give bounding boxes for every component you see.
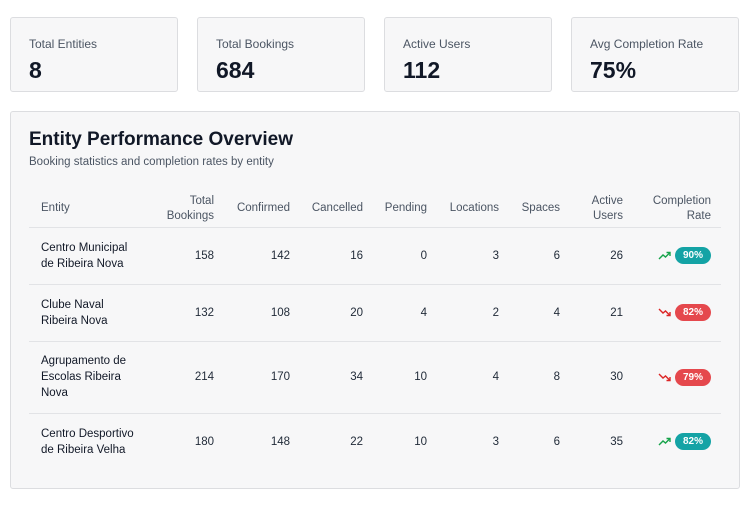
cell-spaces: 6 <box>553 249 560 262</box>
entity-performance-panel: Entity Performance Overview Booking stat… <box>10 111 740 489</box>
entity-name-line: Escolas Ribeira <box>41 371 121 383</box>
panel-subtitle: Booking statistics and completion rates … <box>29 156 274 168</box>
cell-entity: Agrupamento de Escolas Ribeira Nova <box>29 341 151 413</box>
stat-card-total-bookings: Total Bookings 684 <box>197 17 365 92</box>
cell-cancelled: 34 <box>350 371 363 383</box>
header-confirmed[interactable]: Confirmed <box>236 202 290 215</box>
cell-completion-rate: 79% <box>633 341 721 413</box>
header-line: Total <box>189 194 214 207</box>
entity-name-line: Agrupamento de <box>41 355 127 367</box>
cell-completion-rate: 82% <box>633 413 721 470</box>
cell-confirmed: 170 <box>270 371 290 383</box>
stat-label: Total Entities <box>29 37 98 51</box>
entity-name-line: Centro Municipal <box>41 241 128 254</box>
cell-active-users: 21 <box>610 306 623 319</box>
cell-active-users: 26 <box>610 249 623 262</box>
cell-spaces: 4 <box>553 306 560 319</box>
cell-spaces: 8 <box>553 371 560 383</box>
stat-value: 112 <box>403 57 441 83</box>
completion-rate-badge: 90% <box>675 247 711 264</box>
header-cancelled[interactable]: Cancelled <box>311 202 363 215</box>
header-locations[interactable]: Locations <box>449 202 499 215</box>
cell-completion-rate: 90% <box>633 227 721 284</box>
stat-label: Active Users <box>403 37 471 51</box>
stat-value: 8 <box>29 57 42 83</box>
panel-title: Entity Performance Overview <box>29 129 293 150</box>
entity-name-line: Ribeira Nova <box>41 314 108 327</box>
cell-pending: 10 <box>414 371 427 383</box>
completion-rate-badge: 79% <box>675 368 711 386</box>
stat-label: Avg Completion Rate <box>590 37 704 51</box>
cell-total-bookings: 214 <box>194 371 214 383</box>
down-trend-icon <box>658 308 671 317</box>
cell-entity: Clube Naval Ribeira Nova <box>29 284 151 341</box>
cell-total-bookings: 132 <box>194 306 214 319</box>
cell-locations: 3 <box>492 435 499 448</box>
entity-name-line: de Ribeira Velha <box>41 443 126 456</box>
header-line: Completion <box>652 194 711 207</box>
cell-active-users: 30 <box>610 371 623 383</box>
cell-entity: Centro Municipal de Ribeira Nova <box>29 227 151 284</box>
cell-locations: 2 <box>492 306 499 319</box>
cell-confirmed: 148 <box>270 435 290 448</box>
cell-completion-rate: 82% <box>633 284 721 341</box>
header-line: Active <box>591 194 623 207</box>
header-entity[interactable]: Entity <box>41 202 70 215</box>
cell-pending: 0 <box>420 249 427 262</box>
cell-spaces: 6 <box>553 435 560 448</box>
completion-rate-badge: 82% <box>675 304 711 321</box>
stat-card-total-entities: Total Entities 8 <box>10 17 178 92</box>
cell-pending: 4 <box>420 306 427 319</box>
cell-cancelled: 22 <box>350 435 363 448</box>
cell-cancelled: 20 <box>350 306 363 319</box>
header-total-bookings[interactable]: Total Bookings <box>151 191 224 227</box>
cell-locations: 4 <box>492 371 499 383</box>
table-row[interactable]: Centro Desportivo de Ribeira Velha 180 14… <box>29 413 721 470</box>
cell-entity: Centro Desportivo de Ribeira Velha <box>29 413 151 470</box>
cell-total-bookings: 180 <box>194 435 214 448</box>
up-trend-icon <box>658 251 671 260</box>
entity-name-line: de Ribeira Nova <box>41 257 124 270</box>
header-completion-rate[interactable]: Completion Rate <box>633 191 721 227</box>
header-line: Bookings <box>166 209 214 222</box>
table-row[interactable]: Centro Municipal de Ribeira Nova 158 142 … <box>29 227 721 284</box>
header-pending[interactable]: Pending <box>384 202 427 215</box>
stat-value: 75% <box>590 57 637 83</box>
stat-label: Total Bookings <box>216 37 295 51</box>
cell-pending: 10 <box>414 435 427 448</box>
stat-card-avg-completion-rate: Avg Completion Rate 75% <box>571 17 739 92</box>
cell-active-users: 35 <box>610 435 623 448</box>
header-active-users[interactable]: Active Users <box>570 191 633 227</box>
header-spaces[interactable]: Spaces <box>521 202 560 215</box>
table-row[interactable]: Clube Naval Ribeira Nova 132 108 20 4 2 4… <box>29 284 721 341</box>
cell-confirmed: 142 <box>270 249 290 262</box>
stat-value: 684 <box>216 57 255 83</box>
stat-card-active-users: Active Users 112 <box>384 17 552 92</box>
table-header-row: Entity Total Bookings Confirmed Cancelled… <box>29 191 721 227</box>
cell-locations: 3 <box>492 249 499 262</box>
completion-rate-badge: 82% <box>675 433 711 451</box>
up-trend-icon <box>658 438 671 446</box>
cell-confirmed: 108 <box>270 306 290 319</box>
entity-name-line: Nova <box>41 387 68 399</box>
entity-name-line: Centro Desportivo <box>41 427 134 440</box>
header-line: Rate <box>686 209 711 222</box>
entity-name-line: Clube Naval <box>41 298 104 311</box>
entity-performance-table: Entity Total Bookings Confirmed Cancelled… <box>29 191 721 470</box>
cell-cancelled: 16 <box>350 249 363 262</box>
down-trend-icon <box>658 373 671 381</box>
cell-total-bookings: 158 <box>194 249 214 262</box>
table-row[interactable]: Agrupamento de Escolas Ribeira Nova 214 17… <box>29 341 721 413</box>
header-line: Users <box>592 209 623 222</box>
